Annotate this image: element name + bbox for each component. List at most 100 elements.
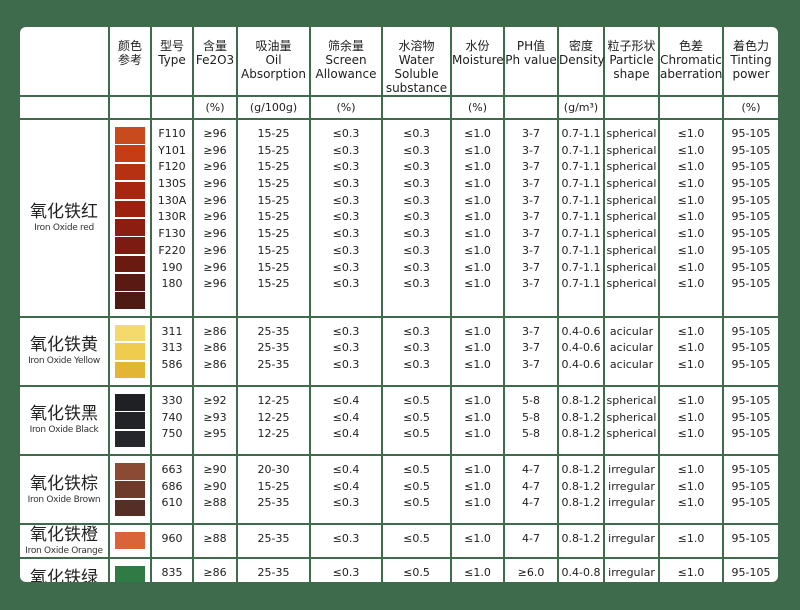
value-oil: 15-25 [257,143,290,157]
value-density: 0.4-0.6 [561,358,601,372]
value-oil: 25-35 [257,358,290,372]
value-particle: spherical [606,260,657,274]
value-soluble: ≤0.3 [403,160,430,174]
color-swatch [115,127,145,144]
color-swatch [115,218,145,236]
value-ph: 3-7 [522,127,540,140]
value-moisture: ≤1.0 [452,565,503,582]
value-chromatic: ≤1.0 [677,463,705,476]
cell-screen: ≤0.3 [309,524,382,560]
product-name-cell: 氧化铁橙 Iron Oxide Orange [20,524,109,560]
cell-ph: 5-8 5-8 5-8 [503,385,558,457]
cell-moisture: ≤1.0 ≤1.0 ≤1.0 [450,316,504,387]
value-moisture: ≤1.0 [464,393,491,407]
color-swatch [115,361,145,379]
value-oil: 25-35 [257,496,290,510]
value-tinting: 95-105 [731,427,771,441]
header-tinting-power: 着色力 Tinting power [722,27,778,96]
value-density: 0.7-1.1 [561,127,601,140]
value-ph: 3-7 [522,324,540,338]
value-type: F120 [158,160,186,174]
color-swatch [115,343,145,360]
value-soluble: ≤0.5 [403,532,430,546]
value-chromatic: ≤1.0 [677,427,705,441]
product-group-row: 氧化铁红 Iron Oxide red F110 Y101 F120 130S 130A 13… [20,119,778,318]
value-ph: 4-7 [522,496,540,510]
cell-density: 0.4-0.6 0.4-0.6 0.4-0.6 [557,316,604,387]
value-type: 663 [161,463,183,476]
value-tinting: 95-105 [731,260,771,274]
value-tinting: 95-105 [731,479,771,493]
value-oil: 25-35 [257,532,290,546]
cell-oil: 25-35 25-35 25-35 [236,316,310,387]
value-tinting: 95-105 [731,393,771,407]
value-content: ≥95 [203,427,227,441]
value-particle: acicular [609,341,654,355]
cell-type: 663 686 610 [150,455,193,526]
color-swatch [115,412,145,429]
value-density: 0.7-1.1 [561,227,601,241]
value-moisture: ≤1.0 [464,410,491,424]
value-chromatic: ≤1.0 [677,532,705,546]
cell-screen: ≤0.3≤0.3 [309,558,382,582]
value-type: 586 [161,358,183,372]
value-chromatic: ≤1.0 [677,193,705,207]
value-content: ≥96 [203,143,227,157]
value-oil: 15-25 [257,243,290,257]
value-type: 330 [161,393,183,407]
color-swatch [115,532,145,549]
product-name-cn: 氧化铁红 [30,201,98,222]
value-density: 0.7-1.1 [561,210,601,224]
value-density: 0.7-1.1 [561,177,601,191]
value-oil: 15-25 [257,127,290,140]
cell-particle: acicular acicular acicular [603,316,659,387]
header-moisture: 水份 Moisture [450,27,504,96]
cell-soluble: ≤0.5≤0.5 [381,558,451,582]
value-ph: 3-7 [522,177,540,191]
value-tinting: 95-105 [731,127,771,140]
value-oil: 12-25 [257,410,290,424]
value-ph: 4-7 [522,479,540,493]
color-swatch [115,481,145,499]
product-name-cn: 氧化铁黄 [30,335,98,356]
value-density: 0.7-1.1 [561,143,601,157]
value-soluble: ≤0.3 [403,243,430,257]
value-particle: spherical [606,210,657,224]
value-tinting: 95-105 [731,227,771,241]
header-type: 型号 Type [150,27,193,96]
cell-tinting: 95-105 95-105 95-105 [722,316,778,387]
value-oil: 25-35 [257,324,290,338]
value-chromatic: ≤1.0 [677,341,705,355]
value-particle: spherical [606,127,657,140]
value-oil: 15-25 [257,227,290,241]
value-chromatic: ≤1.0 [677,243,705,257]
value-moisture: ≤1.0 [464,243,491,257]
value-tinting: 95-105 [731,463,771,476]
value-chromatic: ≤1.0 [677,496,705,510]
value-content: ≥88 [203,496,227,510]
value-soluble: ≤0.3 [403,143,430,157]
color-swatch-cell [108,455,151,526]
cell-particle: irregular [603,524,659,560]
value-density: 0.4-0.6 [561,324,601,338]
unit-oil: (g/100g) [236,95,310,120]
value-tinting: 95-105 [731,341,771,355]
value-particle: spherical [606,227,657,241]
value-ph: 3-7 [522,143,540,157]
value-density: 0.8-1.2 [561,479,601,493]
value-ph: 3-7 [522,341,540,355]
value-screen: ≤0.3 [332,227,360,241]
cell-density: 0.4-0.80.4-0.8 [557,558,604,582]
product-group-row: 氧化铁橙 Iron Oxide Orange 960 ≥88 25-35 ≤0.3 ≤0.5… [20,524,778,560]
unit-density: (g/m³) [557,95,604,120]
color-swatch [115,274,145,291]
value-oil: 15-25 [257,177,290,191]
value-type: 960 [161,532,183,546]
value-chromatic: ≤1.0 [677,393,705,407]
value-particle: irregular [608,532,655,546]
cell-content: ≥86 ≥86 ≥86 [192,316,237,387]
header-ph-value: PH值 Ph value [503,27,558,96]
value-screen: ≤0.3 [332,358,360,372]
value-content: ≥96 [203,243,227,257]
cell-oil: 12-25 12-25 12-25 [236,385,310,457]
